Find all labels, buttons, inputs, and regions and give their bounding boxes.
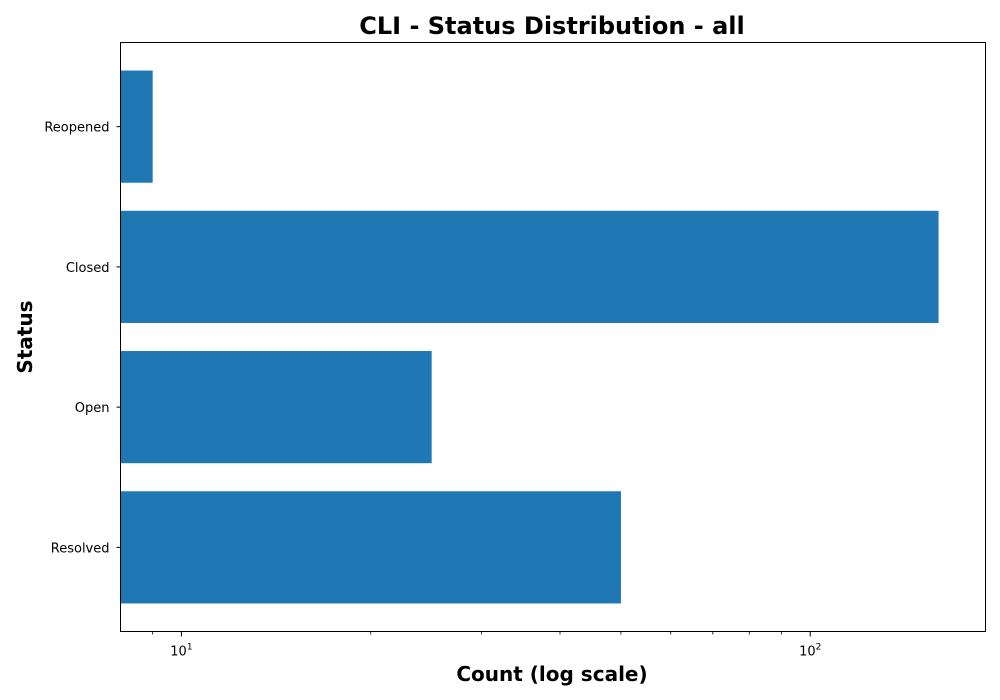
y-axis-label: Status [13, 300, 37, 373]
chart-title: CLI - Status Distribution - all [359, 12, 745, 40]
x-axis-label: Count (log scale) [456, 662, 647, 686]
bar-closed [120, 210, 939, 323]
x-tick-label: 101 [170, 643, 192, 660]
y-tick-label: Reopened [44, 121, 109, 136]
bar-reopened [120, 70, 153, 183]
plot-frame [120, 42, 986, 632]
y-tick-label: Open [75, 401, 110, 416]
y-tick-label: Closed [66, 261, 110, 276]
x-tick-label: 102 [799, 643, 821, 660]
bar-resolved [120, 491, 621, 604]
y-axis-ticks: Resolved Open Closed Reopened [44, 121, 121, 556]
bars-group [120, 70, 939, 604]
bar-open [120, 351, 432, 464]
x-axis-ticks: 101 102 [152, 631, 821, 660]
y-tick-label: Resolved [51, 541, 110, 556]
